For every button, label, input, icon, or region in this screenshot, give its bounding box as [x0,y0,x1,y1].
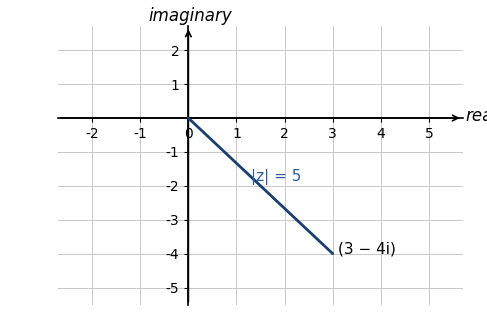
Text: imaginary: imaginary [149,7,233,25]
Text: real: real [465,107,487,125]
Text: |z| = 5: |z| = 5 [251,169,301,185]
Text: (3 − 4i): (3 − 4i) [337,241,395,256]
